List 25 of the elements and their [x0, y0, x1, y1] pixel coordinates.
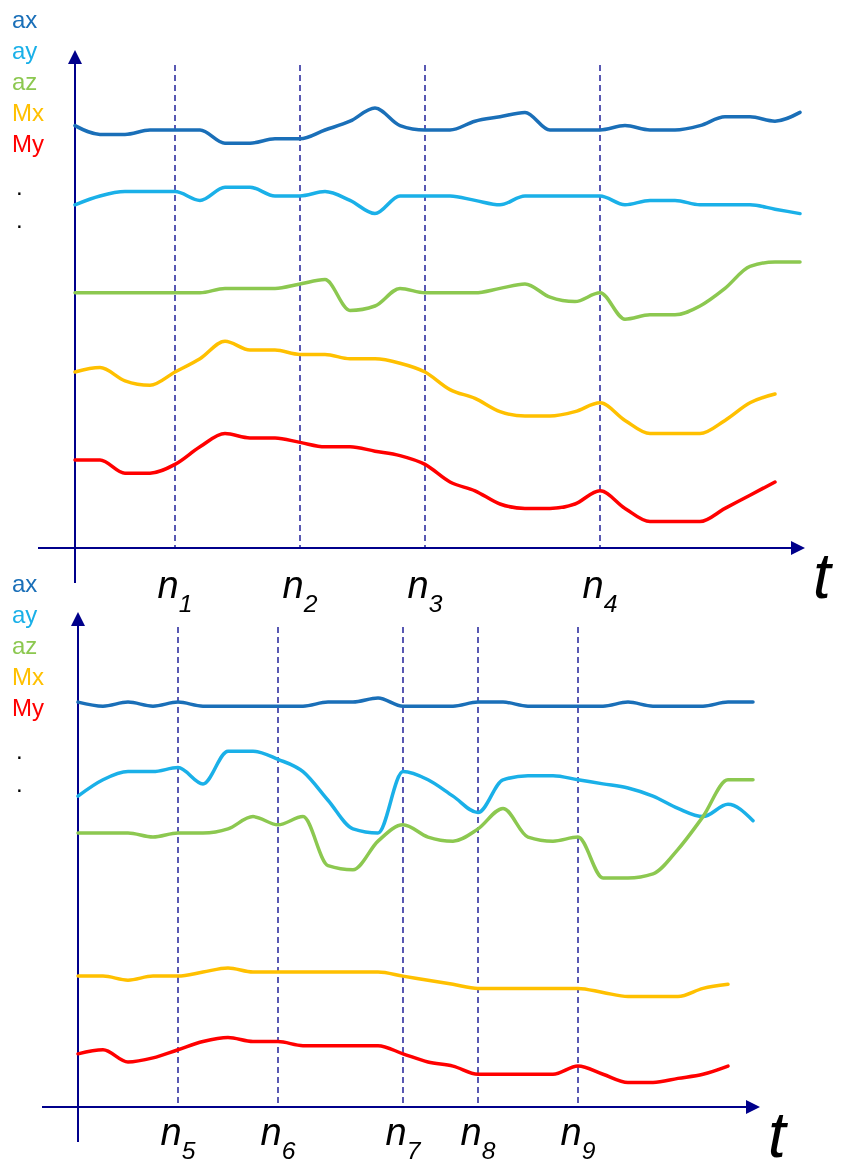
x-tick-label: n$_{7}$: [385, 1111, 422, 1164]
x-tick-label: n$_{2}$: [282, 564, 318, 617]
text: My: [12, 694, 44, 721]
x-tick-label: n$_{3}$: [407, 564, 443, 617]
text: ay: [12, 601, 38, 628]
x-tick-label: n$_{1}$: [157, 564, 193, 617]
x-axis-title: t: [768, 1099, 788, 1165]
text: az: [12, 68, 38, 95]
text: ax: [12, 570, 38, 597]
x-tick-label: n$_{6}$: [260, 1111, 296, 1164]
text: .: [16, 770, 23, 797]
text: Mx: [12, 663, 44, 690]
text: .: [16, 173, 23, 200]
text: ay: [12, 37, 38, 64]
text: .: [16, 737, 23, 764]
text: My: [12, 130, 44, 157]
x-tick-label: n$_{9}$: [560, 1111, 596, 1164]
x-tick-label: n$_{5}$: [160, 1111, 196, 1164]
x-tick-label: n$_{4}$: [582, 564, 618, 617]
text: Mx: [12, 99, 44, 126]
text: .: [16, 206, 23, 233]
text: az: [12, 632, 38, 659]
x-tick-label: n$_{8}$: [460, 1111, 496, 1164]
text: ax: [12, 6, 38, 33]
x-axis-title: t: [813, 540, 833, 612]
